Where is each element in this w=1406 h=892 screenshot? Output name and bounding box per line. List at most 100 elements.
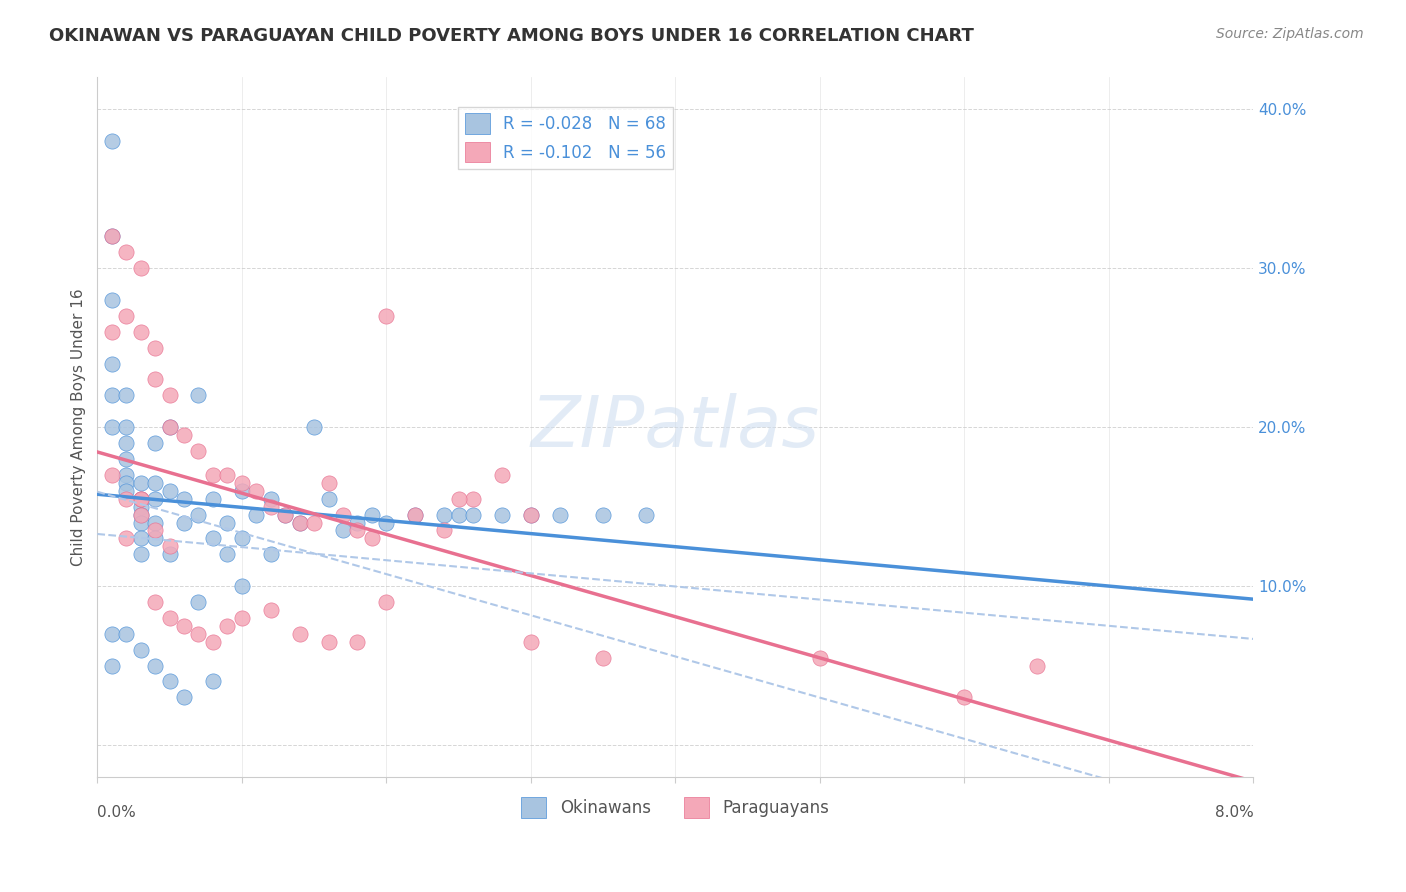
Point — [115, 309, 138, 323]
Point — [404, 508, 426, 522]
Point — [491, 508, 513, 522]
Point — [288, 627, 311, 641]
Point — [375, 595, 398, 609]
Point — [143, 436, 166, 450]
Point — [115, 452, 138, 467]
Text: 0.0%: 0.0% — [97, 805, 136, 820]
Point — [201, 532, 224, 546]
Point — [129, 475, 152, 490]
Point — [143, 658, 166, 673]
Point — [101, 388, 124, 402]
Point — [808, 650, 831, 665]
Point — [101, 357, 124, 371]
Point — [173, 619, 195, 633]
Point — [187, 508, 209, 522]
Point — [201, 674, 224, 689]
Point — [115, 388, 138, 402]
Point — [115, 532, 138, 546]
Point — [115, 483, 138, 498]
Point — [318, 634, 340, 648]
Point — [143, 532, 166, 546]
Point — [101, 658, 124, 673]
Point — [129, 508, 152, 522]
Text: Source: ZipAtlas.com: Source: ZipAtlas.com — [1216, 27, 1364, 41]
Point — [159, 674, 181, 689]
Point — [115, 627, 138, 641]
Point — [288, 516, 311, 530]
Point — [115, 436, 138, 450]
Point — [491, 467, 513, 482]
Point — [129, 642, 152, 657]
Point — [245, 508, 267, 522]
Point — [101, 134, 124, 148]
Point — [143, 491, 166, 506]
Point — [461, 508, 484, 522]
Point — [520, 508, 543, 522]
Point — [636, 508, 658, 522]
Point — [129, 500, 152, 514]
Point — [302, 420, 325, 434]
Point — [101, 420, 124, 434]
Point — [115, 491, 138, 506]
Point — [129, 532, 152, 546]
Legend: Okinawans, Paraguayans: Okinawans, Paraguayans — [515, 791, 837, 824]
Point — [143, 516, 166, 530]
Point — [260, 547, 283, 561]
Point — [143, 595, 166, 609]
Point — [217, 547, 239, 561]
Point — [115, 467, 138, 482]
Point — [159, 547, 181, 561]
Point — [129, 491, 152, 506]
Point — [231, 579, 253, 593]
Point — [592, 650, 614, 665]
Point — [360, 508, 382, 522]
Point — [260, 491, 283, 506]
Point — [404, 508, 426, 522]
Point — [143, 372, 166, 386]
Point — [159, 420, 181, 434]
Point — [101, 627, 124, 641]
Point — [129, 491, 152, 506]
Point — [274, 508, 297, 522]
Point — [129, 261, 152, 276]
Point — [231, 483, 253, 498]
Point — [346, 524, 368, 538]
Point — [231, 475, 253, 490]
Point — [159, 420, 181, 434]
Point — [360, 532, 382, 546]
Point — [548, 508, 571, 522]
Point — [274, 508, 297, 522]
Point — [332, 524, 354, 538]
Point — [159, 540, 181, 554]
Point — [129, 547, 152, 561]
Point — [217, 619, 239, 633]
Point — [520, 508, 543, 522]
Point — [318, 475, 340, 490]
Point — [231, 532, 253, 546]
Point — [201, 467, 224, 482]
Point — [1025, 658, 1047, 673]
Point — [346, 516, 368, 530]
Point — [173, 428, 195, 442]
Point — [159, 611, 181, 625]
Point — [302, 516, 325, 530]
Point — [143, 524, 166, 538]
Point — [143, 475, 166, 490]
Point — [245, 483, 267, 498]
Point — [447, 491, 470, 506]
Point — [173, 690, 195, 705]
Y-axis label: Child Poverty Among Boys Under 16: Child Poverty Among Boys Under 16 — [72, 288, 86, 566]
Point — [187, 595, 209, 609]
Point — [332, 508, 354, 522]
Point — [375, 309, 398, 323]
Point — [375, 516, 398, 530]
Point — [187, 627, 209, 641]
Text: 8.0%: 8.0% — [1215, 805, 1253, 820]
Point — [953, 690, 976, 705]
Point — [433, 524, 456, 538]
Point — [173, 516, 195, 530]
Point — [173, 491, 195, 506]
Point — [101, 293, 124, 307]
Text: OKINAWAN VS PARAGUAYAN CHILD POVERTY AMONG BOYS UNDER 16 CORRELATION CHART: OKINAWAN VS PARAGUAYAN CHILD POVERTY AMO… — [49, 27, 974, 45]
Point — [201, 634, 224, 648]
